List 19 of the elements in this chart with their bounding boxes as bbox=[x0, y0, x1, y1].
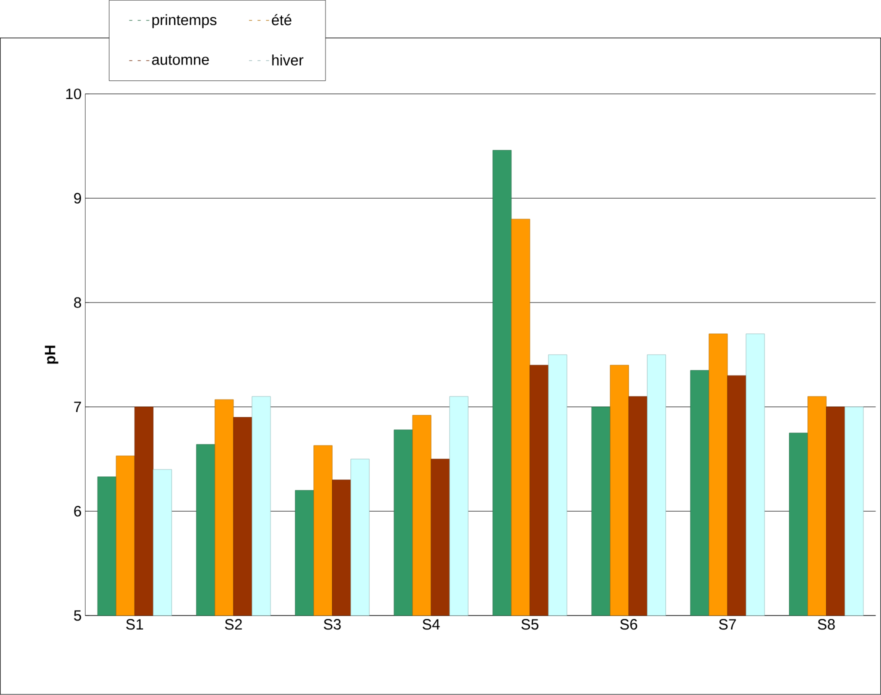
y-tick-label: 9 bbox=[74, 193, 82, 204]
legend-label: automne bbox=[152, 55, 209, 65]
legend-label: printemps bbox=[152, 14, 216, 28]
y-tick-label: 5 bbox=[74, 610, 82, 621]
x-tick-label: S2 bbox=[224, 619, 242, 630]
y-tick-label: 6 bbox=[74, 506, 82, 517]
x-tick-label: S4 bbox=[422, 619, 440, 630]
y-axis-title: pH bbox=[44, 346, 58, 364]
x-tick-label: S3 bbox=[324, 619, 341, 630]
y-tick-label: 10 bbox=[66, 88, 82, 100]
x-tick-label: S7 bbox=[719, 619, 736, 630]
y-tick-label: 8 bbox=[74, 297, 82, 308]
legend-label: été bbox=[272, 14, 292, 26]
x-tick-label: S6 bbox=[620, 619, 638, 630]
x-tick-label: S8 bbox=[818, 619, 835, 630]
legend-label: hiver bbox=[272, 54, 304, 66]
y-tick-label: 7 bbox=[74, 402, 81, 412]
x-tick-label: S5 bbox=[521, 619, 538, 630]
x-tick-label: S1 bbox=[126, 619, 144, 630]
